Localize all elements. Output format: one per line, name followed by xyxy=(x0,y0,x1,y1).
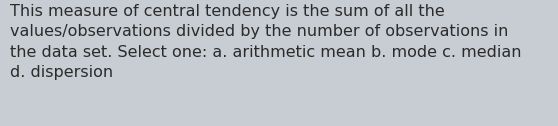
Text: This measure of central tendency is the sum of all the
values/observations divid: This measure of central tendency is the … xyxy=(10,4,522,80)
